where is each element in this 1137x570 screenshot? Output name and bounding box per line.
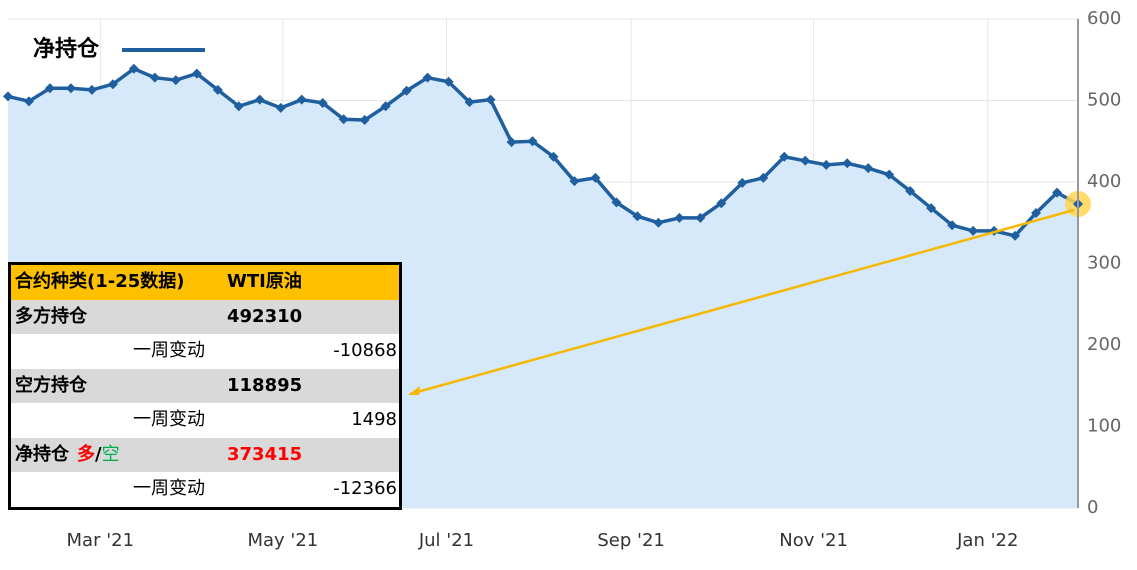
marker	[422, 72, 433, 83]
table-row: 空方持仓 118895	[11, 368, 399, 403]
table-row: 净持仓 多/空 373415	[11, 437, 399, 473]
marker	[1052, 187, 1063, 198]
x-tick-label: Jul '21	[418, 530, 474, 551]
y-tick-label: 300	[1087, 253, 1121, 274]
row-value: -12366	[333, 478, 397, 499]
marker	[863, 163, 874, 174]
table-header: 合约种类(1-25数据) WTI原油	[11, 265, 399, 300]
marker	[590, 172, 601, 183]
marker	[65, 83, 76, 94]
arrow-head	[408, 386, 420, 395]
row-label: 一周变动	[133, 409, 205, 430]
row-label: 一周变动	[133, 478, 205, 499]
marker	[44, 83, 55, 94]
marker	[3, 91, 13, 102]
marker	[86, 84, 97, 95]
x-tick-label: May '21	[247, 530, 318, 551]
label-part: 净持仓	[15, 443, 69, 465]
marker	[275, 102, 286, 113]
y-tick-label: 600	[1087, 8, 1121, 29]
row-value: 1498	[351, 409, 397, 430]
marker	[128, 63, 139, 74]
table-row: 多方持仓 492310	[11, 299, 399, 334]
marker	[233, 101, 244, 112]
marker	[1031, 207, 1042, 218]
marker	[170, 75, 181, 86]
y-tick-label: 500	[1087, 90, 1121, 111]
line	[7, 66, 1079, 238]
marker	[254, 94, 265, 105]
marker	[737, 177, 748, 188]
x-tick-label: Nov '21	[779, 530, 848, 551]
marker	[947, 220, 958, 231]
row-label: 净持仓 多/空	[15, 438, 120, 473]
row-value: -10868	[333, 340, 397, 361]
row-value: 492310	[227, 305, 303, 327]
x-tick-label: Sep '21	[597, 530, 665, 551]
marker	[191, 68, 202, 79]
marker	[443, 76, 454, 87]
marker	[1010, 230, 1021, 241]
y-tick-label: 100	[1087, 416, 1121, 437]
marker	[107, 79, 118, 90]
marker	[359, 115, 370, 126]
marker	[569, 176, 580, 187]
marker	[527, 136, 538, 147]
marker	[296, 94, 307, 105]
marker	[968, 225, 979, 236]
marker	[464, 97, 475, 108]
marker	[548, 151, 559, 162]
marker	[800, 155, 811, 166]
table-row: 一周变动 -12366	[11, 472, 399, 507]
x-tick-label: Jan '22	[956, 530, 1018, 551]
table-row: 一周变动 -10868	[11, 334, 399, 369]
marker	[212, 84, 223, 95]
marker	[674, 212, 685, 223]
marker	[905, 185, 916, 196]
marker	[23, 96, 34, 107]
table-row: 一周变动 1498	[11, 403, 399, 438]
marker	[380, 101, 391, 112]
arrow	[409, 208, 1075, 396]
row-value: 373415	[227, 443, 303, 465]
marker	[485, 94, 496, 105]
header-cell: WTI原油	[227, 271, 302, 292]
y-tick-label: 400	[1087, 171, 1121, 192]
legend-label: 净持仓	[33, 36, 100, 62]
x-tick-label: Mar '21	[67, 530, 135, 551]
marker	[926, 203, 937, 214]
marker	[632, 211, 643, 222]
marker	[317, 97, 328, 108]
marker	[506, 137, 517, 148]
marker	[758, 172, 769, 183]
marker	[842, 158, 853, 169]
row-value: 118895	[227, 374, 303, 396]
row-label: 多方持仓	[15, 305, 87, 327]
marker	[401, 85, 412, 96]
row-label: 一周变动	[133, 340, 205, 361]
marker	[821, 159, 832, 170]
marker	[611, 197, 622, 208]
position-table: 合约种类(1-25数据) WTI原油 多方持仓 492310 一周变动 -10868 …	[8, 262, 402, 510]
marker	[716, 198, 727, 209]
marker	[779, 151, 790, 162]
header-cell: 合约种类(1-25数据)	[15, 271, 185, 292]
y-tick-label: 200	[1087, 334, 1121, 355]
row-label: 空方持仓	[15, 374, 87, 396]
marker	[884, 169, 895, 180]
label-part: /	[95, 443, 102, 465]
y-tick-label: 0	[1087, 497, 1098, 518]
label-part: 多	[77, 443, 95, 465]
marker	[149, 72, 160, 83]
marker	[338, 114, 349, 125]
label-part: 空	[101, 443, 120, 465]
marker	[653, 217, 664, 228]
marker	[695, 212, 706, 223]
